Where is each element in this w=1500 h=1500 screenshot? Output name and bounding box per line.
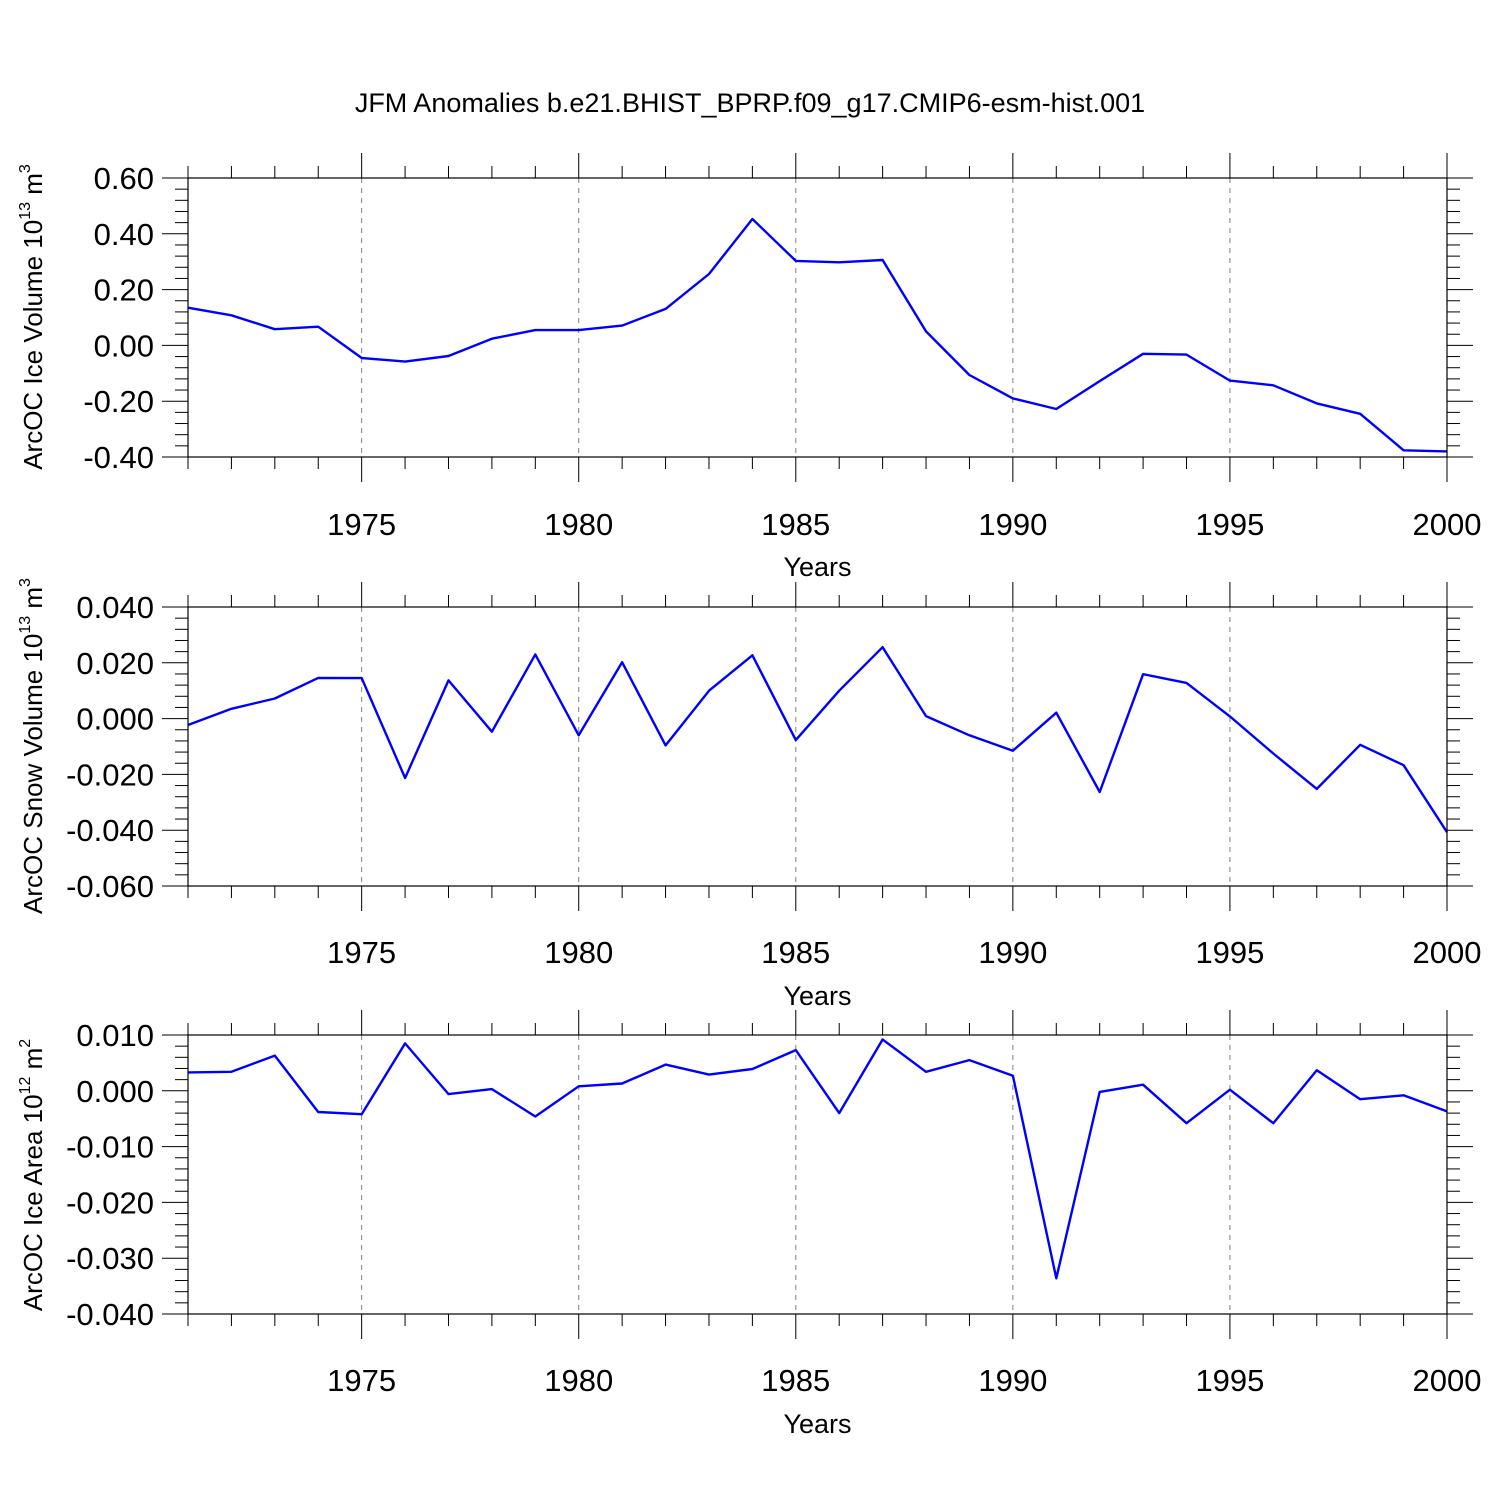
y-tick-label: -0.40: [83, 440, 154, 475]
y-tick-label: 0.000: [76, 702, 154, 737]
x-tick-label: 1975: [327, 507, 396, 542]
y-axis-label: ArcOC Snow Volume 1013 m3: [17, 578, 48, 914]
x-tick-label: 1990: [978, 1363, 1047, 1398]
x-tick-label: 1995: [1195, 507, 1264, 542]
x-tick-label: 1975: [327, 1363, 396, 1398]
y-tick-label: 0.60: [94, 161, 154, 196]
y-tick-label: -0.20: [83, 384, 154, 419]
x-tick-label: 1980: [544, 507, 613, 542]
plot-frame: [187, 1034, 1448, 1315]
series-line: [187, 217, 1448, 453]
x-tick-label: 1985: [761, 935, 830, 970]
panel-3: -0.040 -0.030 -0.020 -0.010 0.000 0.010 1975 19…: [17, 1010, 1481, 1439]
chart-title: JFM Anomalies b.e21.BHIST_BPRP.f09_g17.C…: [355, 88, 1145, 118]
y-tick-label: 0.010: [76, 1018, 154, 1053]
x-tick-label: 1980: [544, 935, 613, 970]
x-tick-label: 1985: [761, 507, 830, 542]
y-tick-label: -0.030: [66, 1241, 154, 1276]
y-tick-label: 0.00: [94, 328, 154, 363]
x-tick-label: 2000: [1413, 935, 1482, 970]
x-tick-label: 1980: [544, 1363, 613, 1398]
x-axis-label: Years: [783, 981, 851, 1011]
panel-2: -0.060 -0.040 -0.020 0.000 0.020 0.040 1975 198…: [17, 578, 1481, 1011]
y-tick-label: -0.060: [66, 869, 154, 904]
series-line: [187, 646, 1449, 833]
x-tick-label: 1990: [978, 507, 1047, 542]
y-tick-label: -0.020: [66, 757, 154, 792]
plot-frame: [187, 177, 1448, 458]
y-tick-label: 0.20: [94, 273, 154, 308]
y-tick-label: -0.010: [66, 1130, 154, 1165]
panel-1: -0.40 -0.20 0.00 0.20 0.40 0.60 1975 1980 1985 19…: [17, 153, 1481, 582]
x-tick-label: 1975: [327, 935, 396, 970]
x-tick-label: 1990: [978, 935, 1047, 970]
x-tick-label: 2000: [1413, 1363, 1482, 1398]
plot-frame: [187, 606, 1448, 887]
y-axis-label: ArcOC Ice Area 1012 m2: [17, 1039, 48, 1311]
x-tick-label: 1985: [761, 1363, 830, 1398]
y-tick-label: -0.040: [66, 1297, 154, 1332]
y-tick-label: 0.040: [76, 590, 154, 625]
series-line: [187, 1038, 1448, 1280]
y-tick-label: -0.040: [66, 813, 154, 848]
y-tick-label: -0.020: [66, 1185, 154, 1220]
y-tick-label: 0.40: [94, 217, 154, 252]
x-tick-label: 1995: [1195, 1363, 1264, 1398]
y-tick-label: 0.000: [76, 1074, 154, 1109]
x-axis-label: Years: [783, 552, 851, 582]
x-tick-label: 2000: [1413, 507, 1482, 542]
y-tick-label: 0.020: [76, 646, 154, 681]
x-axis-label: Years: [783, 1409, 851, 1439]
panels-container: -0.40 -0.20 0.00 0.20 0.40 0.60 1975 1980 1985 19…: [17, 153, 1481, 1439]
x-tick-label: 1995: [1195, 935, 1264, 970]
y-axis-label: ArcOC Ice Volume 1013 m3: [17, 164, 48, 470]
